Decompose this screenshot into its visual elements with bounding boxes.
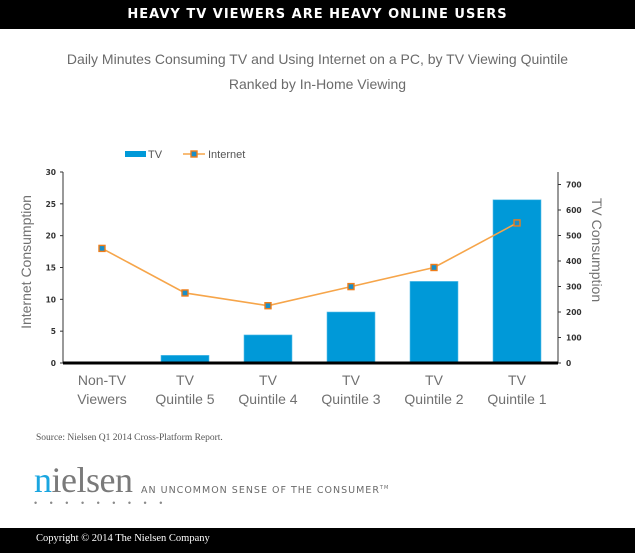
header-banner: HEAVY TV VIEWERS ARE HEAVY ONLINE USERS bbox=[0, 0, 635, 29]
category-label: Viewers bbox=[77, 391, 127, 407]
right-axis-tick-label: 700 bbox=[566, 181, 582, 190]
legend-tv-swatch bbox=[125, 151, 146, 157]
category-label: Quintile 3 bbox=[321, 391, 380, 407]
chart-subtitle: Ranked by In-Home Viewing bbox=[228, 76, 407, 92]
x-axis-baseline bbox=[63, 361, 558, 365]
tagline: AN UNCOMMON SENSE OF THE CONSUMERTM bbox=[141, 485, 389, 496]
tv-bar bbox=[243, 334, 293, 364]
category-label: TV bbox=[259, 372, 278, 388]
tv-bar bbox=[326, 311, 376, 364]
category-label: Quintile 5 bbox=[155, 391, 214, 407]
left-axis-tick-label: 15 bbox=[46, 264, 56, 273]
trademark: TM bbox=[379, 485, 390, 491]
category-label: Quintile 4 bbox=[238, 391, 297, 407]
legend-tv-label: TV bbox=[148, 149, 163, 161]
left-axis-tick-label: 5 bbox=[51, 327, 56, 336]
logo-accent-letter: n bbox=[34, 460, 52, 500]
tagline-text: AN UNCOMMON SENSE OF THE CONSUMER bbox=[141, 485, 380, 497]
source-note: Source: Nielsen Q1 2014 Cross-Platform R… bbox=[36, 433, 223, 443]
internet-marker bbox=[181, 289, 189, 297]
logo-wordmark: nielsen bbox=[34, 462, 167, 498]
left-axis-title: Internet Consumption bbox=[18, 195, 34, 329]
tv-bar bbox=[409, 281, 459, 364]
tv-bar bbox=[492, 199, 542, 364]
right-axis-tick-label: 0 bbox=[566, 359, 571, 368]
nielsen-logo: nielsen • • • • • • • • • bbox=[34, 462, 168, 508]
right-axis-tick-label: 100 bbox=[566, 334, 582, 343]
category-label: Quintile 2 bbox=[404, 391, 463, 407]
right-axis-tick-label: 300 bbox=[566, 283, 582, 292]
internet-line bbox=[101, 222, 518, 307]
logo-dots: • • • • • • • • • bbox=[34, 498, 168, 508]
internet-marker bbox=[430, 263, 438, 272]
category-label: Quintile 1 bbox=[487, 391, 546, 407]
category-label: TV bbox=[508, 372, 527, 388]
left-axis-tick-label: 10 bbox=[46, 295, 56, 304]
internet-marker bbox=[264, 302, 272, 310]
category-label: TV bbox=[176, 372, 195, 388]
left-axis-tick-label: 30 bbox=[46, 168, 56, 177]
legend-internet-marker bbox=[190, 150, 198, 158]
combo-chart: 0 5 10 15 20 25 30 Internet Consumption 0 100 200 3… bbox=[18, 149, 605, 407]
internet-marker bbox=[98, 244, 106, 253]
left-axis-tick-label: 0 bbox=[51, 359, 56, 368]
left-axis-tick-label: 25 bbox=[46, 200, 56, 209]
chart-title: Daily Minutes Consuming TV and Using Int… bbox=[66, 51, 569, 67]
right-axis-tick-label: 400 bbox=[566, 257, 582, 266]
internet-marker bbox=[347, 282, 355, 291]
logo-rest-letters: ielsen bbox=[51, 460, 133, 500]
right-axis-title: TV Consumption bbox=[589, 198, 605, 302]
left-axis-tick-label: 20 bbox=[46, 232, 56, 241]
category-label: TV bbox=[342, 372, 361, 388]
category-label: TV bbox=[425, 372, 444, 388]
right-axis-tick-label: 600 bbox=[566, 206, 582, 215]
footer-banner: Copyright © 2014 The Nielsen Company bbox=[0, 528, 635, 553]
copyright: Copyright © 2014 The Nielsen Company bbox=[36, 533, 210, 544]
internet-marker bbox=[513, 219, 521, 227]
legend-internet-label: Internet bbox=[208, 149, 245, 161]
right-axis-tick-label: 200 bbox=[566, 308, 582, 317]
right-axis-tick-label: 500 bbox=[566, 232, 582, 241]
category-label: Non-TV bbox=[78, 372, 127, 388]
